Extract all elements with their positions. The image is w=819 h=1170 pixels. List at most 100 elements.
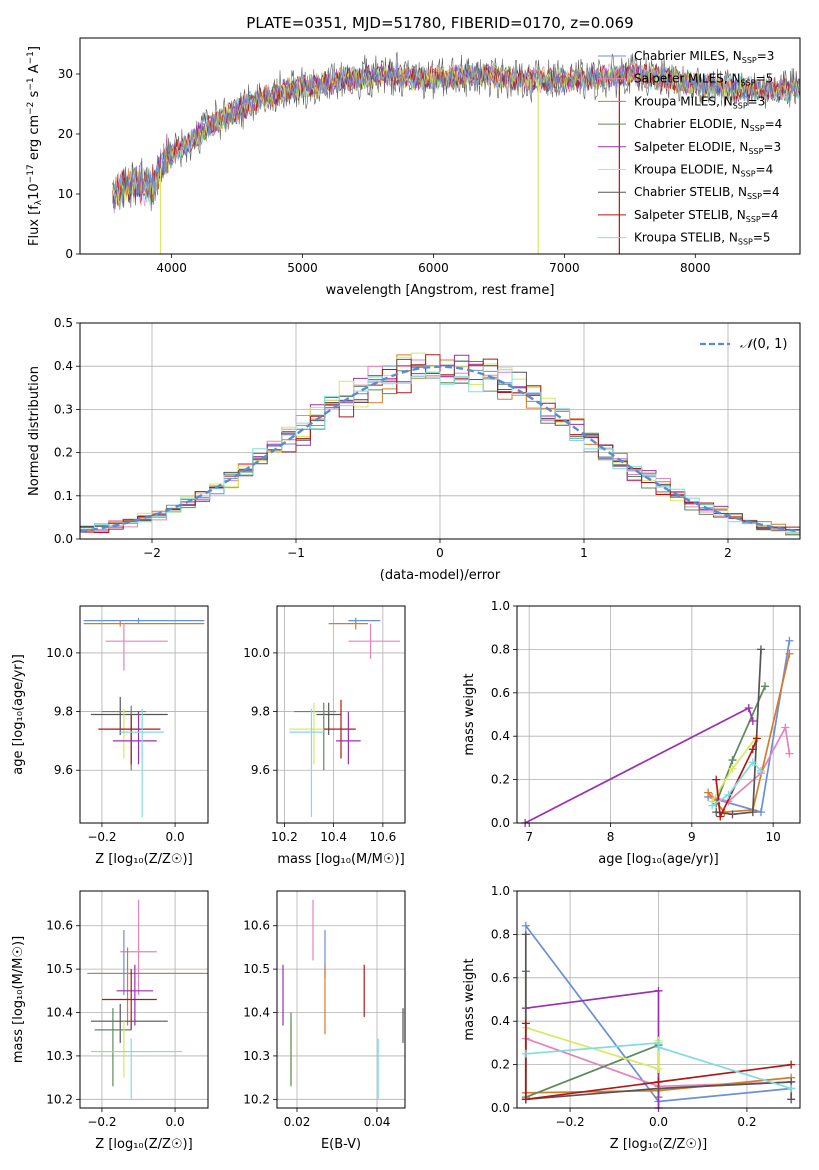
weight-vs-z-panel: −0.2 0.0 0.2 0.0 0.2 0.4 0.6 0.8 1.0 Z [log₁₀(Z/Z… bbox=[462, 884, 801, 1152]
legend-n-value: =4 bbox=[762, 185, 780, 199]
y-tick-label: 10.0 bbox=[46, 646, 73, 660]
series-marker bbox=[756, 808, 765, 817]
axis-ylabel: mass [log₁₀(M/M☉)] bbox=[11, 936, 26, 1063]
axes-frame bbox=[79, 890, 209, 1109]
legend-label: Kroupa MILES, NSSP=3 bbox=[634, 94, 765, 110]
y-tick-label: 20 bbox=[58, 127, 73, 141]
axes-frame bbox=[516, 890, 801, 1109]
x-tick-label: 0.0 bbox=[166, 1115, 185, 1129]
point-salpeter-miles bbox=[105, 623, 168, 671]
histogram-steps bbox=[80, 352, 800, 537]
axis-ylabel: age [log₁₀(age/yr)] bbox=[11, 654, 26, 775]
x-tick-label: 0.0 bbox=[649, 1115, 668, 1129]
legend-label: Kroupa ELODIE, NSSP=4 bbox=[634, 163, 773, 179]
residuals-xlabel: (data-model)/error bbox=[380, 568, 501, 583]
y-tick-label: 10.2 bbox=[243, 1092, 270, 1106]
x-tick-label: 1 bbox=[580, 546, 588, 560]
series-marker bbox=[521, 1049, 530, 1058]
series-marker bbox=[704, 788, 713, 797]
x-tick-label: −0.2 bbox=[87, 830, 116, 844]
y-tick-label: 10.4 bbox=[243, 1006, 270, 1020]
y-tick-label: 0.4 bbox=[54, 359, 73, 373]
y-tick-label: 10.5 bbox=[46, 962, 73, 976]
x-tick-label: 6000 bbox=[418, 261, 449, 275]
series-marker bbox=[521, 921, 530, 930]
legend-n-value: =4 bbox=[761, 208, 779, 222]
x-tick-label: −1 bbox=[287, 546, 305, 560]
normal-legend-label: 𝒩(0, 1) bbox=[740, 337, 787, 352]
age-vs-z-panel: −0.2 0.0 9.6 9.8 10.0 Z [log₁₀(Z/Z☉)] age [log… bbox=[11, 605, 209, 867]
series-marker bbox=[748, 745, 757, 754]
series-marker bbox=[744, 703, 753, 712]
hist-step-kroupa-stelib bbox=[80, 369, 800, 533]
series-marker bbox=[781, 723, 790, 732]
hist-step-salpeter-stelib bbox=[80, 354, 800, 535]
mass-vs-ebv-panel: 0.02 0.04 10.2 10.3 10.4 10.5 10.6 E(B-V) bbox=[243, 890, 406, 1152]
x-tick-label: 0.0 bbox=[166, 830, 185, 844]
series-marker bbox=[785, 649, 794, 658]
point-salpeter-elodie bbox=[336, 711, 361, 765]
spectrum-ticks: 4000 5000 6000 7000 8000 0 10 20 30 bbox=[58, 67, 711, 275]
legend-n-prefix: , N bbox=[725, 49, 742, 63]
series-marker bbox=[756, 645, 765, 654]
series-marker bbox=[728, 756, 737, 765]
tick-group: 7 8 9 10 0.0 0.2 0.4 0.6 0.8 1.0 bbox=[491, 599, 781, 844]
legend-ssp-sub: SSP bbox=[742, 56, 757, 65]
legend-n-value: =3 bbox=[748, 94, 766, 108]
legend-ssp-sub: SSP bbox=[733, 101, 748, 110]
spectrum-ylabel: Flux [fλ10−17 erg cm−2 s−1 A−1] bbox=[26, 46, 44, 246]
series-marker bbox=[521, 1019, 530, 1028]
legend-name: Chabrier ELODIE bbox=[634, 117, 733, 131]
series-marker bbox=[724, 790, 733, 799]
legend-n-value: =3 bbox=[757, 49, 775, 63]
x-tick-label: 8000 bbox=[680, 261, 711, 275]
series-chabrier-stelib bbox=[712, 645, 765, 819]
legend-n-prefix: , N bbox=[721, 231, 738, 245]
legend-item-chabrier-stelib: Chabrier STELIB, NSSP=4 bbox=[598, 185, 780, 201]
point-kroupa-miles bbox=[83, 620, 205, 627]
point-chabrier-stelib bbox=[90, 1003, 168, 1043]
age-vs-mass-panel: 10.2 10.4 10.6 9.6 9.8 10.0 mass [log₁₀(M/M☉)] bbox=[243, 605, 406, 867]
axis-xlabel: Z [log₁₀(Z/Z☉)] bbox=[95, 1137, 192, 1152]
residuals-ticks: −2 −1 0 1 2 0.0 0.1 0.2 0.3 0.4 0.5 bbox=[54, 316, 732, 560]
spectrum-xlabel: wavelength [Angstrom, rest frame] bbox=[326, 283, 555, 298]
series-marker bbox=[785, 636, 794, 645]
axes-frame bbox=[276, 605, 406, 824]
point-salpeter-elodie bbox=[112, 711, 157, 765]
series-marker bbox=[728, 810, 737, 819]
legend-item-salpeter-stelib: Salpeter STELIB, NSSP=4 bbox=[598, 208, 778, 224]
point-salpeter-elodie bbox=[116, 964, 154, 1026]
point-salpeter-stelib bbox=[323, 699, 356, 759]
x-tick-label: 4000 bbox=[156, 261, 187, 275]
residuals-panel: −2 −1 0 1 2 0.0 0.1 0.2 0.3 0.4 0.5 (data-model)/e… bbox=[27, 316, 801, 583]
series-marker bbox=[716, 812, 725, 821]
series-line bbox=[524, 1023, 792, 1101]
point-salpeter-stelib bbox=[101, 969, 157, 1030]
y-tick-label: 9.6 bbox=[251, 763, 270, 777]
y-tick-label: 1.0 bbox=[491, 884, 510, 898]
weight-vs-age-panel: 7 8 9 10 0.0 0.2 0.4 0.6 0.8 1.0 age [log₁₀(age/yr… bbox=[462, 599, 801, 867]
y-tick-label: 0.6 bbox=[491, 971, 510, 985]
y-tick-label: 9.8 bbox=[54, 705, 73, 719]
legend-n-value: =4 bbox=[756, 163, 774, 177]
series-marker bbox=[712, 808, 721, 817]
legend-ssp-sub: SSP bbox=[738, 238, 753, 247]
point-kroupa-stelib bbox=[120, 708, 165, 818]
legend-n-prefix: , N bbox=[732, 140, 749, 154]
y-tick-label: 9.8 bbox=[251, 705, 270, 719]
series-marker bbox=[712, 775, 721, 784]
spectrum-lines bbox=[112, 51, 800, 254]
x-tick-label: 7000 bbox=[549, 261, 580, 275]
y-tick-label: 10 bbox=[58, 187, 73, 201]
y-tick-label: 0.0 bbox=[491, 816, 510, 830]
y-tick-label: 10.4 bbox=[46, 1006, 73, 1020]
legend-ssp-sub: SSP bbox=[747, 192, 762, 201]
y-tick-label: 30 bbox=[58, 67, 73, 81]
point-salpeter-stelib bbox=[98, 714, 161, 765]
y-tick-label: 10.3 bbox=[46, 1049, 73, 1063]
series-marker bbox=[654, 1077, 663, 1086]
axes-frame bbox=[276, 890, 406, 1109]
legend-label: Salpeter STELIB, NSSP=4 bbox=[634, 208, 778, 224]
x-tick-label: −0.2 bbox=[555, 1115, 584, 1129]
x-tick-label: 2 bbox=[724, 546, 732, 560]
